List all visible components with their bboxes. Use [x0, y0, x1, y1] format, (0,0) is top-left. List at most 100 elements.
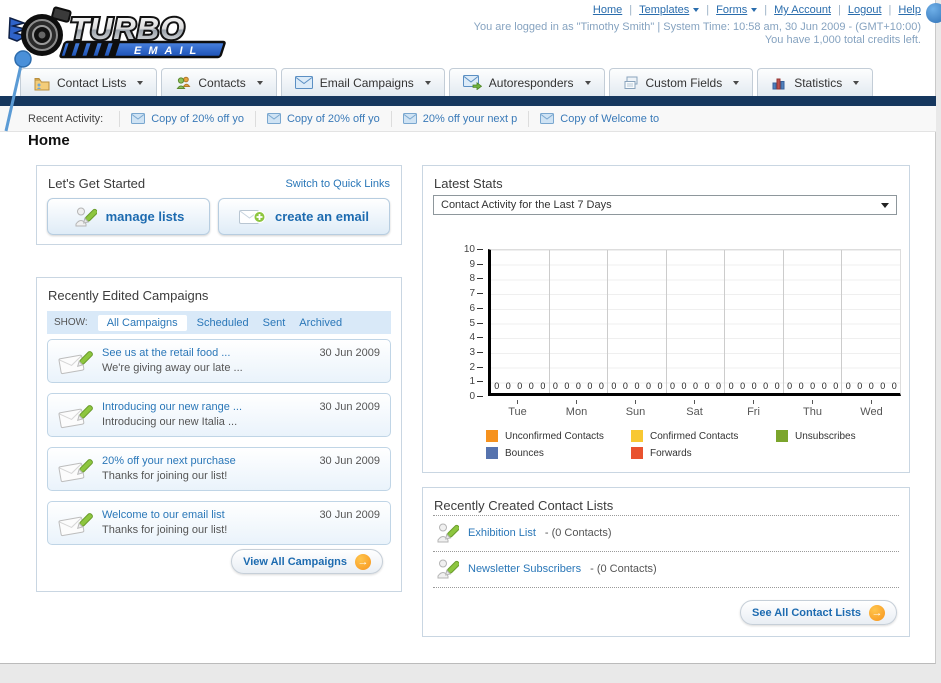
campaign-date: 30 Jun 2009 — [319, 509, 380, 521]
main-content: TURBO EMAIL Home Templates Forms My Acco… — [0, 0, 936, 664]
chevron-down-icon — [751, 8, 758, 12]
campaigns-title: Recently Edited Campaigns — [48, 288, 209, 303]
turbo-logo-graphic: TURBO EMAIL — [8, 6, 226, 59]
envelope-pencil-icon — [58, 459, 93, 483]
stats-period-dropdown[interactable]: Contact Activity for the Last 7 Days — [433, 195, 897, 215]
contact-list-link[interactable]: Newsletter Subscribers — [468, 563, 582, 575]
create-email-button[interactable]: create an email — [218, 198, 390, 235]
recent-activity-item[interactable]: 20% off your next p — [390, 110, 529, 127]
app-logo[interactable]: TURBO EMAIL — [6, 2, 241, 67]
recent-item-label: 20% off your next p — [422, 112, 518, 125]
bar-value-label: 0 — [622, 381, 628, 391]
bar-value-label: 0 — [845, 381, 851, 391]
bar-value-label: 0 — [891, 381, 897, 391]
bar-value-label: 0 — [810, 381, 816, 391]
legend-swatch — [631, 430, 643, 442]
bar-value-label: 0 — [540, 381, 546, 391]
campaign-subtitle: Introducing our new Italia ... — [102, 416, 238, 428]
bar-value-label: 0 — [716, 381, 722, 391]
view-all-campaigns-label: View All Campaigns — [243, 555, 347, 568]
campaign-title[interactable]: 20% off your next purchase — [102, 455, 236, 467]
campaign-subtitle: We're giving away our late ... — [102, 362, 243, 374]
campaign-row[interactable]: 20% off your next purchase Thanks for jo… — [47, 447, 391, 491]
recent-activity-item[interactable]: Copy of 20% off yo — [119, 110, 255, 127]
bar-value-label: 0 — [494, 381, 500, 391]
person-pencil-icon — [437, 523, 459, 543]
help-bubble-icon[interactable] — [926, 3, 941, 23]
bar-value-label: 0 — [857, 381, 863, 391]
x-axis-label: Tue — [488, 400, 547, 418]
campaign-date: 30 Jun 2009 — [319, 455, 380, 467]
nav-separator — [889, 4, 892, 16]
bar-value-label: 0 — [517, 381, 523, 391]
recent-activity-item[interactable]: Copy of 20% off yo — [254, 110, 391, 127]
campaign-date: 30 Jun 2009 — [319, 347, 380, 359]
stats-dropdown-value: Contact Activity for the Last 7 Days — [441, 199, 612, 211]
tab-custom-fields[interactable]: Custom Fields — [608, 68, 754, 96]
bar-value-label: 0 — [552, 381, 558, 391]
filter-archived[interactable]: Archived — [299, 316, 343, 329]
tab-email-campaigns[interactable]: Email Campaigns — [280, 68, 445, 96]
filter-all-campaigns[interactable]: All Campaigns — [97, 314, 187, 331]
recent-activity-label: Recent Activity: — [28, 112, 104, 125]
nav-my-account[interactable]: My Account — [774, 4, 831, 16]
view-all-campaigns-button[interactable]: View All Campaigns → — [231, 549, 383, 574]
fields-icon — [624, 76, 638, 89]
campaigns-panel: Recently Edited Campaigns SHOW: All Camp… — [36, 277, 402, 592]
switch-to-quick-links-link[interactable]: Switch to Quick Links — [285, 178, 390, 190]
chevron-down-icon — [256, 80, 263, 85]
x-axis-label: Sun — [606, 400, 665, 418]
tab-contact-lists[interactable]: Contact Lists — [20, 68, 158, 96]
tab-contacts[interactable]: Contacts — [161, 68, 277, 96]
bar-value-label: 0 — [740, 381, 746, 391]
arrow-right-icon: → — [869, 604, 885, 621]
nav-logout[interactable]: Logout — [847, 4, 882, 16]
contact-list-row[interactable]: Exhibition List - (0 Contacts) — [435, 519, 612, 547]
recent-activity-item[interactable]: Copy of Welcome to — [528, 110, 670, 127]
get-started-panel: Let's Get Started Switch to Quick Links … — [36, 165, 402, 245]
tab-autoresponders[interactable]: Autoresponders — [448, 68, 605, 96]
filter-scheduled[interactable]: Scheduled — [196, 316, 249, 329]
nav-forms-label: Forms — [716, 4, 748, 16]
manage-lists-button[interactable]: manage lists — [47, 198, 210, 235]
contact-list-link[interactable]: Exhibition List — [468, 527, 536, 539]
latest-stats-panel: Latest Stats Contact Activity for the La… — [422, 165, 910, 473]
chart-x-axis: Tue Mon Sun Sat Fri Thu Wed — [488, 400, 901, 418]
see-all-contact-lists-button[interactable]: See All Contact Lists → — [739, 600, 897, 625]
bar-value-label: 0 — [681, 381, 687, 391]
nav-templates[interactable]: Templates — [639, 4, 700, 16]
campaign-title[interactable]: Welcome to our email list — [102, 509, 225, 521]
bar-value-label: 0 — [728, 381, 734, 391]
nav-forms[interactable]: Forms — [716, 4, 758, 16]
top-nav: Home Templates Forms My Account Logout H… — [593, 4, 921, 16]
tab-label: Autoresponders — [488, 75, 574, 90]
campaign-title[interactable]: See us at the retail food ... — [102, 347, 231, 359]
y-axis-label: 2 — [469, 361, 475, 373]
recent-item-label: Copy of 20% off yo — [151, 112, 244, 125]
create-email-label: create an email — [275, 209, 369, 224]
filter-sent[interactable]: Sent — [262, 316, 286, 329]
y-axis-label: 4 — [469, 332, 475, 344]
nav-help[interactable]: Help — [898, 4, 921, 16]
envelope-icon — [402, 113, 417, 124]
y-axis-label: 10 — [463, 244, 475, 255]
nav-home[interactable]: Home — [592, 4, 623, 16]
campaign-title[interactable]: Introducing our new range ... — [102, 401, 243, 413]
tab-statistics[interactable]: Statistics — [757, 68, 874, 96]
contact-list-row[interactable]: Newsletter Subscribers - (0 Contacts) — [435, 555, 657, 583]
campaign-row[interactable]: Welcome to our email list Thanks for joi… — [47, 501, 391, 545]
login-info: You are logged in as "Timothy Smith" | S… — [474, 21, 921, 47]
bar-value-label: 0 — [787, 381, 793, 391]
campaign-row[interactable]: Introducing our new range ... Introducin… — [47, 393, 391, 437]
campaign-date: 30 Jun 2009 — [319, 401, 380, 413]
bar-value-label: 0 — [587, 381, 593, 391]
chevron-down-icon — [584, 80, 591, 85]
dotted-divider — [433, 515, 899, 516]
legend-swatch — [776, 430, 788, 442]
envelope-icon — [294, 76, 313, 89]
contact-list-count: - (0 Contacts) — [590, 563, 657, 575]
legend-item: Confirmed Contacts — [631, 430, 776, 442]
campaign-row[interactable]: See us at the retail food ... We're givi… — [47, 339, 391, 383]
